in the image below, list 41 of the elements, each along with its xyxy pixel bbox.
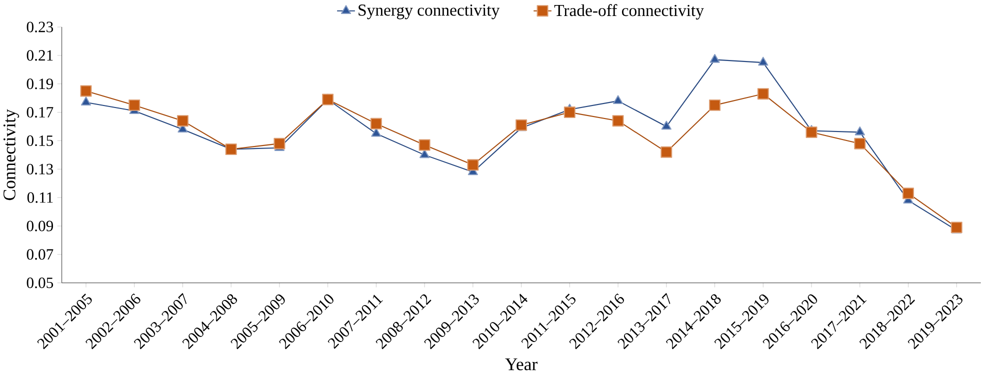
y-axis-title: Connectivity: [3, 109, 20, 200]
y-tick-label: 0.13: [26, 164, 54, 175]
y-tick-label: 0.05: [26, 278, 54, 288]
point: [371, 128, 382, 137]
y-tick-label: 0.15: [26, 136, 54, 146]
point: [467, 159, 479, 171]
point: [854, 126, 865, 136]
point: [612, 95, 624, 104]
y-tick-label: 0.23: [26, 22, 54, 32]
point: [80, 85, 92, 97]
legend-label: Trade-off connectivity: [554, 4, 704, 20]
point: [418, 139, 430, 151]
point: [661, 120, 672, 130]
point: [710, 54, 720, 63]
point: [854, 138, 866, 150]
y-tick-label: 0.17: [26, 107, 54, 118]
point: [80, 96, 92, 106]
point: [176, 115, 188, 127]
point: [322, 94, 334, 106]
y-tick-label: 0.11: [27, 192, 53, 204]
point: [516, 119, 528, 131]
y-tick-label: 0.19: [26, 78, 54, 90]
point: [806, 126, 818, 138]
y-tick-label: 0.21: [26, 50, 53, 61]
y-tick-label: 0.09: [26, 220, 54, 232]
legend-label: Synergy connectivity: [358, 4, 500, 20]
point: [225, 144, 237, 156]
point: [660, 146, 672, 158]
point: [564, 106, 576, 118]
point: [420, 149, 430, 158]
point: [370, 118, 382, 130]
y-tick-label: 0.07: [26, 249, 54, 260]
x-axis-title: Year: [505, 358, 538, 370]
point: [128, 100, 140, 112]
point: [758, 56, 768, 66]
point: [757, 88, 769, 100]
point: [709, 100, 721, 112]
point: [274, 138, 286, 150]
point: [902, 188, 914, 200]
point: [612, 115, 624, 127]
point: [950, 222, 962, 234]
